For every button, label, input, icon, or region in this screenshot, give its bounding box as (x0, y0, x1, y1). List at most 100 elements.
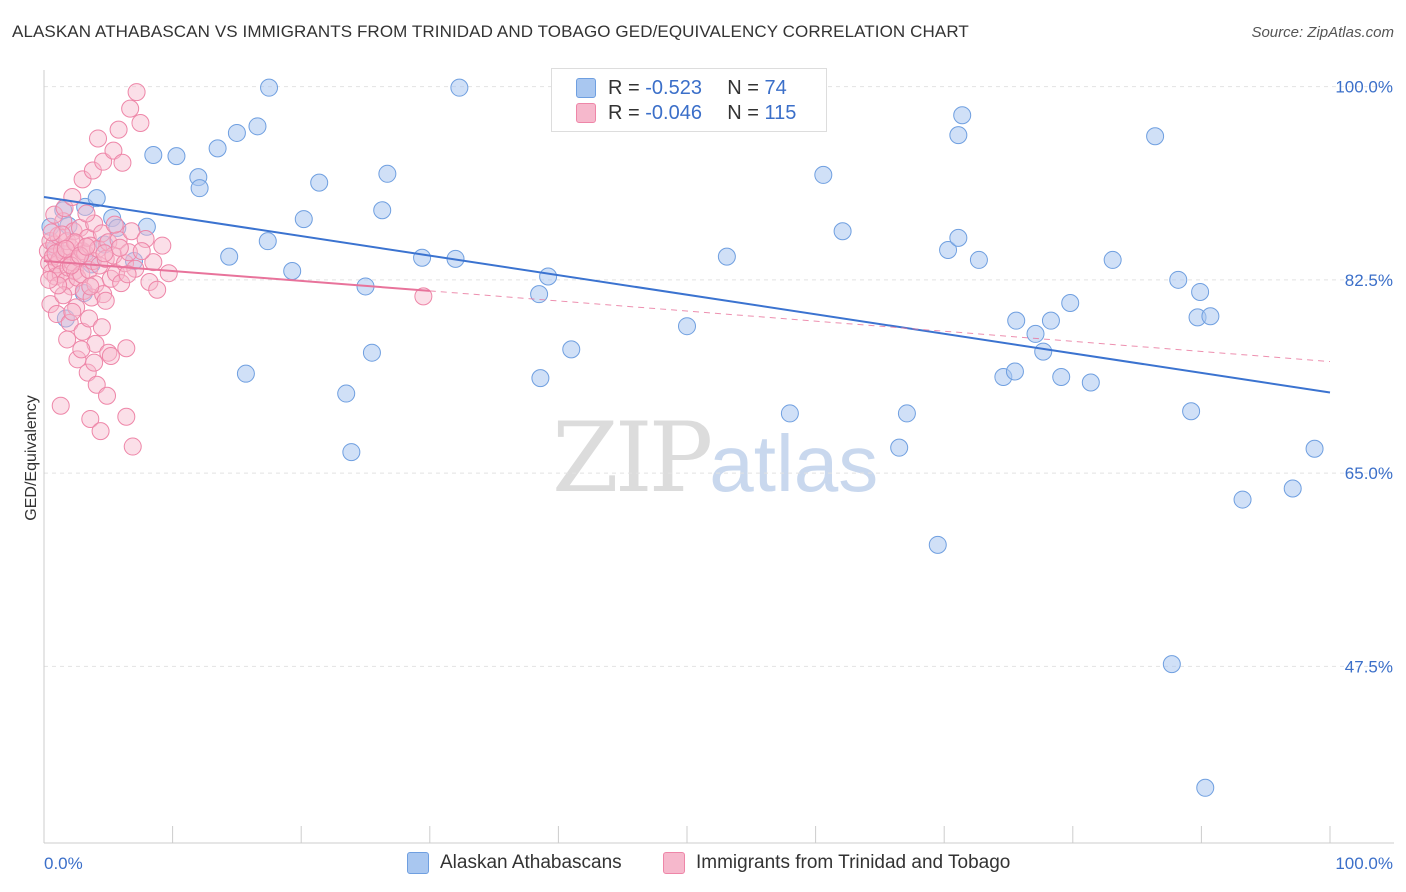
athabascan-point (1041, 311, 1060, 330)
legend-swatch-athabascans (407, 852, 429, 874)
athabascan-point (1233, 490, 1252, 509)
legend-r-value: -0.523 (645, 76, 702, 99)
athabascan-point (562, 340, 581, 359)
athabascan-point (227, 123, 246, 142)
trinidad-point (121, 99, 140, 118)
trinidad-point (414, 287, 433, 306)
athabascan-point (1034, 342, 1053, 361)
trinidad-point (63, 302, 82, 321)
trinidad-point (77, 204, 96, 223)
athabascan-point (678, 317, 696, 336)
athabascan-point (1146, 127, 1165, 146)
athabascan-point (1191, 282, 1210, 301)
zipatlas-watermark: ZIPatlas (552, 402, 878, 514)
athabascan-point (1005, 362, 1024, 381)
athabascan-point (953, 106, 972, 125)
athabascan-point (310, 173, 329, 192)
trinidad-point (110, 238, 129, 257)
legend-swatch-blue (576, 78, 596, 98)
trinidad-point (72, 340, 91, 359)
legend-n-value: 115 (764, 101, 797, 124)
trinidad-point (62, 256, 81, 275)
trinidad-point (49, 276, 68, 295)
trinidad-point (92, 318, 111, 337)
trinidad-point (77, 237, 96, 256)
trinidad-point (96, 291, 115, 310)
trinidad-point (40, 270, 59, 289)
legend-swatch-pink (576, 103, 596, 123)
trinidad-point (105, 215, 124, 234)
trinidad-point (67, 234, 86, 253)
trinidad-point (42, 223, 61, 242)
athabascan-point (413, 248, 432, 267)
trinidad-point (122, 222, 141, 241)
athabascan-point (1305, 439, 1324, 458)
athabascan-point (539, 267, 558, 286)
athabascan-point (1052, 367, 1071, 386)
athabascan-point (337, 384, 356, 403)
trinidad-point (132, 242, 151, 261)
athabascan-point (208, 139, 227, 158)
x-tick-label-start: 0.0% (44, 854, 83, 873)
athabascan-point (144, 146, 163, 165)
trinidad-point (153, 236, 172, 255)
trinidad-point (47, 305, 66, 324)
athabascan-point (373, 201, 392, 220)
trinidad-point (107, 264, 126, 283)
athabascan-point (378, 164, 397, 183)
athabascan-point (939, 240, 958, 259)
legend-label-athabascans: Alaskan Athabascans (440, 852, 622, 873)
legend-r-label: R = (608, 76, 640, 99)
source-label: Source: ZipAtlas.com (1251, 24, 1394, 41)
trinidad-point (58, 330, 77, 349)
trinidad-point (92, 224, 111, 243)
athabascan-point (283, 261, 302, 280)
athabascan-point (1103, 250, 1122, 269)
trinidad-point (98, 386, 117, 405)
athabascan-point (897, 404, 916, 423)
athabascan-point (717, 247, 736, 266)
trinidad-point (148, 280, 167, 299)
trinidad-point (95, 244, 114, 263)
trinidad-point (73, 322, 92, 341)
y-tick-label: 100.0% (1335, 78, 1393, 97)
trinidad-point (101, 269, 120, 288)
athabascan-point (362, 343, 381, 362)
watermark-atlas: atlas (709, 419, 879, 508)
athabascan-point (969, 250, 988, 269)
trinidad-point (83, 161, 102, 180)
trinidad-point (136, 229, 155, 248)
legend-row-athabascan: R = -0.523 N = 74 (576, 77, 787, 99)
athabascan-point (530, 285, 549, 304)
y-tick-label: 65.0% (1345, 464, 1393, 483)
athabascan-trend-line (43, 196, 1331, 394)
trinidad-point (119, 243, 138, 262)
athabascan-point (833, 222, 852, 241)
trinidad-point (109, 120, 128, 139)
trinidad-point (86, 334, 105, 353)
athabascan-point (1169, 270, 1188, 289)
athabascan-point (890, 438, 909, 457)
trinidad-point (78, 363, 97, 382)
trinidad-trend-extension (429, 290, 1331, 363)
athabascan-point (260, 78, 279, 97)
legend-row-trinidad: R = -0.046 N = 115 (576, 102, 796, 124)
athabascan-point (1007, 311, 1026, 330)
legend-n-label: N = (727, 101, 759, 124)
athabascan-point (87, 189, 106, 208)
trinidad-point (91, 422, 110, 441)
legend-n-label: N = (727, 76, 759, 99)
trinidad-point (73, 170, 92, 189)
athabascan-point (780, 404, 799, 423)
trinidad-point (123, 437, 142, 456)
trinidad-point (89, 129, 108, 148)
trinidad-point (104, 141, 123, 160)
athabascan-point (531, 369, 550, 388)
trinidad-point (87, 375, 106, 394)
athabascan-point (236, 364, 255, 383)
athabascan-point (928, 535, 947, 554)
trinidad-point (85, 214, 104, 233)
series-legend: Alaskan Athabascans Immigrants from Trin… (0, 852, 1406, 876)
trinidad-point (101, 347, 120, 366)
